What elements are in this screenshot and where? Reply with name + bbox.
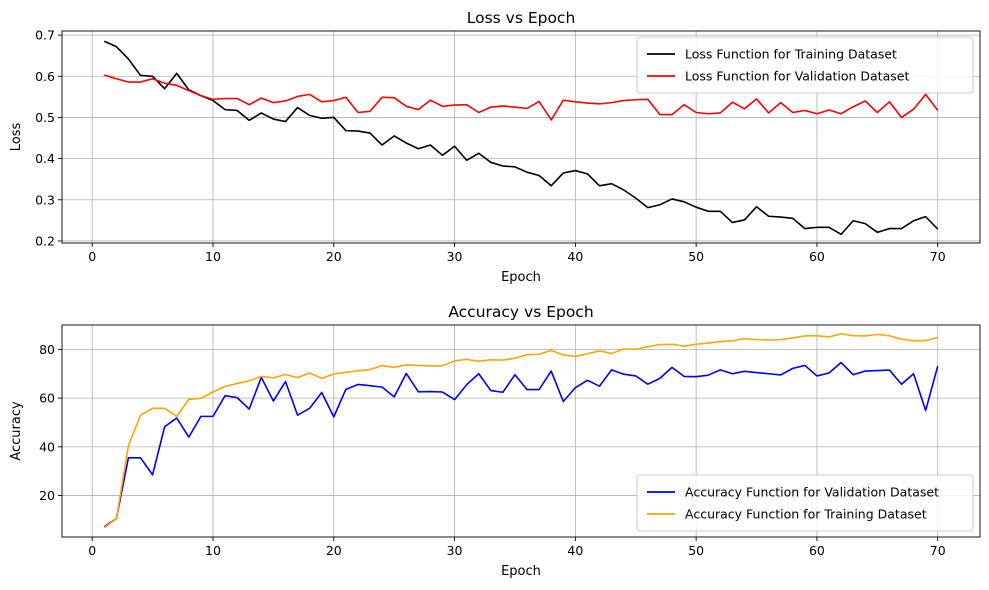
x-tick-label: 40 <box>567 249 583 264</box>
x-axis-label: Epoch <box>501 270 541 285</box>
x-axis-label: Epoch <box>501 564 541 579</box>
series-line-1 <box>103 40 939 236</box>
series-line-2 <box>103 332 938 529</box>
x-tick-label: 10 <box>205 249 221 264</box>
x-tick-label: 0 <box>88 249 96 264</box>
legend-box <box>636 36 974 94</box>
y-tick-label: 0.5 <box>35 110 55 125</box>
series-line-1 <box>103 361 939 528</box>
y-tick-label: 60 <box>39 391 55 406</box>
legend-label: Loss Function for Validation Dataset <box>685 69 909 84</box>
x-tick-label: 60 <box>809 543 825 558</box>
legend-box <box>636 474 974 532</box>
legend: Accuracy Function for Validation Dataset… <box>636 474 974 532</box>
y-tick-label: 0.3 <box>35 192 55 207</box>
x-tick-label: 50 <box>688 249 704 264</box>
y-tick-label: 0.2 <box>35 233 55 248</box>
chart-2: 0 10 20 30 40 50 60 70 20 40 60 80 Accuracy vs Epoch… <box>9 303 981 579</box>
y-tick-label: 40 <box>39 439 55 454</box>
chart-title: Accuracy vs Epoch <box>448 303 593 321</box>
axes-frame <box>61 30 981 244</box>
x-tick-label: 30 <box>447 249 463 264</box>
chart-title: Loss vs Epoch <box>467 9 576 27</box>
series-line-2 <box>104 74 939 121</box>
y-tick-label: 0.4 <box>35 151 55 166</box>
legend-label: Accuracy Function for Validation Dataset <box>685 485 939 500</box>
y-tick-label: 20 <box>39 488 55 503</box>
x-tick-label: 10 <box>205 543 221 558</box>
x-tick-label: 70 <box>930 543 946 558</box>
x-tick-label: 60 <box>809 249 825 264</box>
y-axis-label: Loss <box>9 123 24 152</box>
x-tick-label: 20 <box>326 543 342 558</box>
axes-frame <box>61 324 981 538</box>
x-tick-label: 20 <box>326 249 342 264</box>
y-axis-label: Accuracy <box>9 401 24 461</box>
y-tick-label: 0.6 <box>35 69 55 84</box>
y-tick-label: 0.7 <box>35 28 55 43</box>
legend-label: Loss Function for Training Dataset <box>685 47 897 62</box>
x-tick-label: 40 <box>567 543 583 558</box>
legend: Loss Function for Training Dataset Loss F… <box>636 36 974 94</box>
legend-label: Accuracy Function for Training Dataset <box>685 507 927 522</box>
x-tick-label: 50 <box>688 543 704 558</box>
y-tick-label: 80 <box>39 342 55 357</box>
x-tick-label: 0 <box>88 543 96 558</box>
chart-1: 0 10 20 30 40 50 60 70 0.2 0.3 0.4 0.5 0.6 0.7 Loss vs… <box>9 9 981 285</box>
x-tick-label: 70 <box>930 249 946 264</box>
x-tick-label: 30 <box>447 543 463 558</box>
